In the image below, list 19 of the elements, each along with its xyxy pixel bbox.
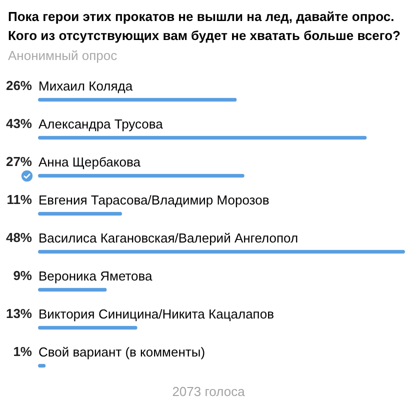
data-label: 27%: [6, 154, 32, 170]
data-label: 26%: [6, 78, 32, 94]
y-tick-label: Вероника Яметова: [38, 268, 154, 284]
text: 2073 голоса: [172, 384, 246, 400]
data-label: 48%: [6, 230, 32, 246]
y-tick-label: Василиса Кагановская/Валерий Ангелопол: [38, 230, 298, 246]
data-label: 1%: [13, 344, 32, 360]
y-tick-label: Михаил Коляда: [38, 78, 134, 94]
y-tick-label: Виктория Синицина/Никита Кацалапов: [38, 306, 274, 322]
chart-subtitle: Анонимный опрос: [8, 48, 118, 63]
data-label: 11%: [6, 192, 32, 208]
data-label: 43%: [6, 116, 32, 132]
data-label: 9%: [13, 268, 32, 284]
data-label: 13%: [6, 306, 32, 322]
y-tick-label: Евгения Тарасова/Владимир Морозов: [38, 192, 270, 208]
chart-title: Пока герои этих прокатов не вышли на лед, давайте опрос. Кого из отсутствующих вам будет не хватать больше всего?: [8, 9, 401, 43]
y-tick-label: Свой вариант (в комменты): [38, 344, 206, 360]
y-tick-label: Анна Щербакова: [38, 154, 142, 170]
y-tick-label: Александра Трусова: [38, 116, 164, 132]
